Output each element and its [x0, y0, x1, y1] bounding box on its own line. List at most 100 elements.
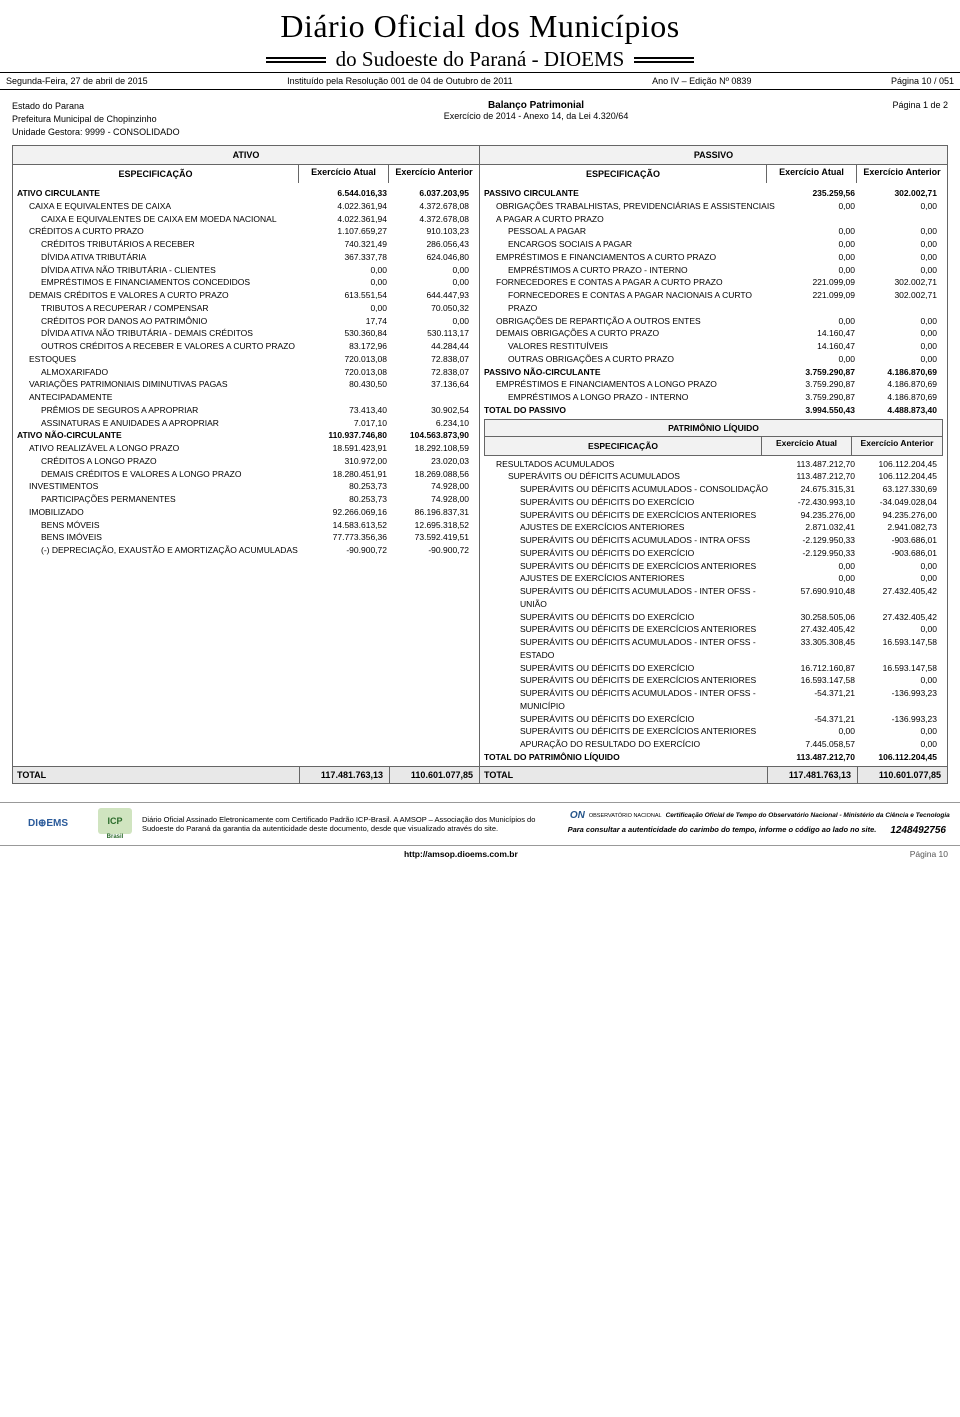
row-value-atual: -54.371,21 [779, 687, 861, 700]
row-value-atual: -72.430.993,10 [779, 496, 861, 509]
on-logo: ON [570, 810, 585, 822]
row-label: PRÊMIOS DE SEGUROS A APROPRIAR [17, 404, 311, 417]
table-row: SUPERÁVITS OU DÉFICITS DO EXERCÍCIO 16.7… [484, 662, 943, 675]
row-value-anterior: 0,00 [861, 725, 943, 738]
table-row: EMPRÉSTIMOS E FINANCIAMENTOS A CURTO PRA… [484, 251, 943, 264]
row-value-atual: -54.371,21 [779, 713, 861, 726]
patrimonio-title: PATRIMÔNIO LÍQUIDO [485, 420, 942, 437]
footer-page: Página 10 [910, 849, 948, 859]
row-label: SUPERÁVITS OU DÉFICITS ACUMULADOS - INTE… [484, 636, 779, 662]
on-sub: OBSERVATÓRIO NACIONAL [589, 813, 662, 819]
total-passivo-label: TOTAL [480, 767, 767, 783]
row-label: DEMAIS CRÉDITOS E VALORES A CURTO PRAZO [17, 289, 311, 302]
row-value-anterior: 0,00 [861, 251, 943, 264]
table-row: ATIVO REALIZÁVEL A LONGO PRAZO 18.591.42… [17, 442, 475, 455]
patrimonio-subhead: ESPECIFICAÇÃO Exercício Atual Exercício … [485, 437, 942, 455]
table-row: EMPRÉSTIMOS E FINANCIAMENTOS CONCEDIDOS … [17, 276, 475, 289]
row-value-anterior: 0,00 [861, 264, 943, 277]
row-value-anterior: 0,00 [861, 327, 943, 340]
row-value-anterior: 16.593.147,58 [861, 636, 943, 649]
row-value-anterior: 0,00 [393, 276, 475, 289]
row-label: CRÉDITOS A LONGO PRAZO [17, 455, 311, 468]
row-value-atual: 0,00 [311, 302, 393, 315]
table-row: INVESTIMENTOS 80.253,73 74.928,00 [17, 480, 475, 493]
row-value-anterior: 106.112.204,45 [861, 470, 943, 483]
row-value-atual: 92.266.069,16 [311, 506, 393, 519]
row-label: IMOBILIZADO [17, 506, 311, 519]
table-row: SUPERÁVITS OU DÉFICITS DO EXERCÍCIO 30.2… [484, 611, 943, 624]
row-value-atual: 720.013,08 [311, 366, 393, 379]
table-row: IMOBILIZADO 92.266.069,16 86.196.837,31 [17, 506, 475, 519]
row-label: OBRIGAÇÕES TRABALHISTAS, PREVIDENCIÁRIAS… [484, 200, 779, 226]
row-label: VALORES RESTITUÍVEIS [484, 340, 779, 353]
table-row: CAIXA E EQUIVALENTES DE CAIXA 4.022.361,… [17, 200, 475, 213]
icp-sub: Brasil [98, 834, 132, 840]
row-label: EMPRÉSTIMOS A LONGO PRAZO - INTERNO [484, 391, 779, 404]
table-row: OUTROS CRÉDITOS A RECEBER E VALORES A CU… [17, 340, 475, 353]
table-row: SUPERÁVITS OU DÉFICITS ACUMULADOS 113.48… [484, 470, 943, 483]
row-label: SUPERÁVITS OU DÉFICITS ACUMULADOS [484, 470, 779, 483]
meta-prefeitura: Prefeitura Municipal de Chopinzinho [12, 113, 180, 126]
table-row: ALMOXARIFADO 720.013,08 72.838,07 [17, 366, 475, 379]
row-label: FORNECEDORES E CONTAS A PAGAR A CURTO PR… [484, 276, 779, 289]
row-label: DEMAIS CRÉDITOS E VALORES A LONGO PRAZO [17, 468, 311, 481]
row-label: BENS MÓVEIS [17, 519, 311, 532]
row-value-atual: 113.487.212,70 [779, 470, 861, 483]
passivo-label: PASSIVO [480, 146, 947, 165]
table-row: (-) DEPRECIAÇÃO, EXAUSTÃO E AMORTIZAÇÃO … [17, 544, 475, 557]
row-label: SUPERÁVITS OU DÉFICITS DE EXERCÍCIOS ANT… [484, 560, 779, 573]
total-ativo-label: TOTAL [13, 767, 299, 783]
table-row: CRÉDITOS A LONGO PRAZO 310.972,00 23.020… [17, 455, 475, 468]
row-label: DÍVIDA ATIVA NÃO TRIBUTÁRIA - CLIENTES [17, 264, 311, 277]
table-row: SUPERÁVITS OU DÉFICITS DE EXERCÍCIOS ANT… [484, 560, 943, 573]
row-label: AJUSTES DE EXERCÍCIOS ANTERIORES [484, 572, 779, 585]
row-label: BENS IMÓVEIS [17, 531, 311, 544]
row-label: OBRIGAÇÕES DE REPARTIÇÃO A OUTROS ENTES [484, 315, 779, 328]
row-value-anterior: 27.432.405,42 [861, 611, 943, 624]
meta-unidade: Unidade Gestora: 9999 - CONSOLIDADO [12, 126, 180, 139]
row-value-anterior: 106.112.204,45 [861, 458, 943, 471]
row-label: FORNECEDORES E CONTAS A PAGAR NACIONAIS … [484, 289, 779, 315]
row-label: ALMOXARIFADO [17, 366, 311, 379]
row-value-atual: 3.994.550,43 [779, 404, 861, 417]
row-value-anterior: 4.372.678,08 [393, 213, 475, 226]
report-subtitle: Exercício de 2014 - Anexo 14, da Lei 4.3… [444, 111, 629, 121]
row-label: TOTAL DO PATRIMÔNIO LÍQUIDO [484, 751, 779, 764]
row-value-anterior: 73.592.419,51 [393, 531, 475, 544]
row-label: OUTRAS OBRIGAÇÕES A CURTO PRAZO [484, 353, 779, 366]
consult-text: Para consultar a autenticidade do carimb… [568, 826, 877, 835]
row-label: PARTICIPAÇÕES PERMANENTES [17, 493, 311, 506]
row-label: DEMAIS OBRIGAÇÕES A CURTO PRAZO [484, 327, 779, 340]
row-label: TOTAL DO PASSIVO [484, 404, 779, 417]
row-value-atual: 3.759.290,87 [779, 366, 861, 379]
table-row: CRÉDITOS POR DANOS AO PATRIMÔNIO 17,74 0… [17, 315, 475, 328]
row-value-anterior: 63.127.330,69 [861, 483, 943, 496]
row-value-atual: 0,00 [779, 725, 861, 738]
patrimonio-atual: Exercício Atual [762, 437, 852, 455]
row-value-anterior: 286.056,43 [393, 238, 475, 251]
table-row: RESULTADOS ACUMULADOS 113.487.212,70 106… [484, 458, 943, 471]
row-value-anterior: 0,00 [861, 738, 943, 751]
row-value-anterior: 74.928,00 [393, 480, 475, 493]
row-value-atual: 16.593.147,58 [779, 674, 861, 687]
table-row: SUPERÁVITS OU DÉFICITS DO EXERCÍCIO -2.1… [484, 547, 943, 560]
row-value-atual: 0,00 [779, 264, 861, 277]
row-value-anterior: 4.372.678,08 [393, 200, 475, 213]
masthead-subtitle: do Sudoeste do Paraná - DIOEMS [336, 47, 625, 72]
row-value-anterior: 530.113,17 [393, 327, 475, 340]
row-value-atual: 14.583.613,52 [311, 519, 393, 532]
row-label: PESSOAL A PAGAR [484, 225, 779, 238]
rule-right [634, 57, 694, 63]
row-label: SUPERÁVITS OU DÉFICITS DE EXERCÍCIOS ANT… [484, 674, 779, 687]
row-value-anterior: 0,00 [861, 200, 943, 213]
row-label: AJUSTES DE EXERCÍCIOS ANTERIORES [484, 521, 779, 534]
row-value-atual: 221.099,09 [779, 276, 861, 289]
report-meta: Estado do Parana Prefeitura Municipal de… [12, 100, 948, 139]
row-value-atual: 221.099,09 [779, 289, 861, 302]
row-value-atual: 1.107.659,27 [311, 225, 393, 238]
row-value-atual: 0,00 [779, 238, 861, 251]
content: Estado do Parana Prefeitura Municipal de… [0, 90, 960, 790]
report-title: Balanço Patrimonial [444, 100, 629, 111]
table-row: SUPERÁVITS OU DÉFICITS ACUMULADOS - CONS… [484, 483, 943, 496]
table-row: AJUSTES DE EXERCÍCIOS ANTERIORES 0,00 0,… [484, 572, 943, 585]
